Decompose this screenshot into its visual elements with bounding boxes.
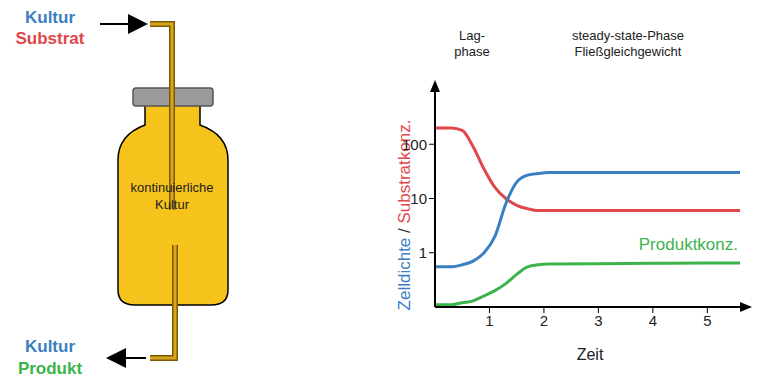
svg-text:4: 4 (649, 312, 657, 329)
svg-text:Produktkonz.: Produktkonz. (639, 235, 738, 254)
svg-text:2: 2 (540, 312, 548, 329)
svg-text:Kultur: Kultur (25, 337, 75, 356)
svg-text:100: 100 (402, 136, 427, 153)
svg-text:Kultur: Kultur (25, 8, 75, 27)
svg-text:5: 5 (703, 312, 711, 329)
svg-text:Substrat: Substrat (16, 29, 85, 48)
svg-text:Lag-phase: Lag-phase (454, 28, 489, 59)
svg-text:3: 3 (594, 312, 602, 329)
svg-text:kontinuierliche: kontinuierliche (130, 180, 213, 195)
svg-text:1: 1 (485, 312, 493, 329)
svg-text:1: 1 (419, 244, 427, 261)
svg-text:Zeit: Zeit (577, 346, 604, 363)
svg-text:Kultur: Kultur (155, 197, 190, 212)
svg-text:Produkt: Produkt (18, 359, 83, 378)
svg-text:steady-state-PhaseFließgleichg: steady-state-PhaseFließgleichgewicht (572, 28, 684, 59)
svg-text:10: 10 (410, 190, 427, 207)
